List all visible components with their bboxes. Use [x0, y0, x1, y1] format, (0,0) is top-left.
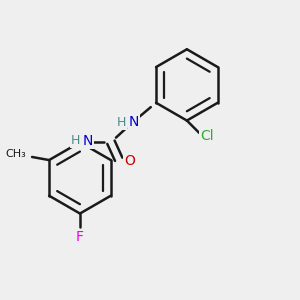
- Text: N: N: [129, 115, 140, 129]
- Text: H: H: [70, 134, 80, 147]
- Text: CH₃: CH₃: [5, 149, 26, 159]
- Text: O: O: [124, 154, 135, 168]
- Text: N: N: [82, 134, 93, 148]
- Text: F: F: [76, 230, 84, 244]
- Text: Cl: Cl: [200, 129, 214, 143]
- Text: H: H: [117, 116, 127, 129]
